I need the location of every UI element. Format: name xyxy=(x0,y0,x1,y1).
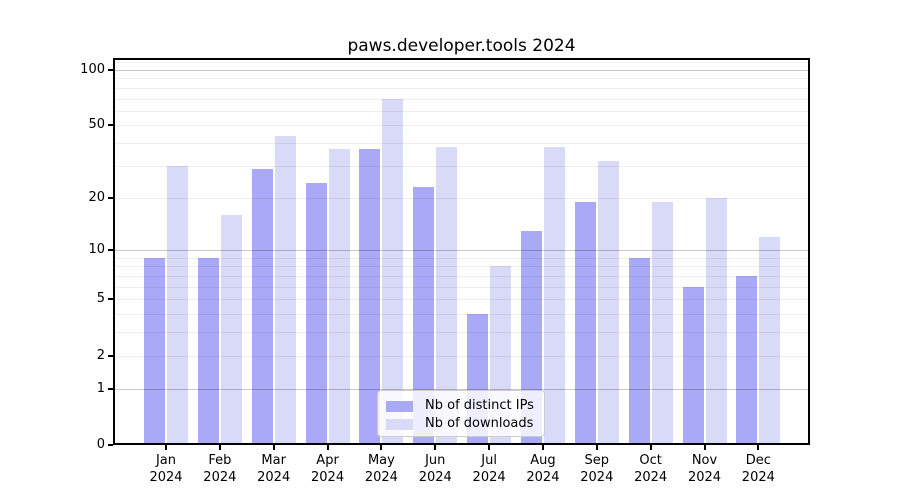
gridline-minor xyxy=(113,165,810,167)
x-tickmark xyxy=(649,445,652,450)
bar-distinct-ips-dec-2024 xyxy=(736,276,758,445)
y-tick-label: 0 xyxy=(96,437,105,452)
y-tick-label: 20 xyxy=(88,189,105,205)
bar-distinct-ips-nov-2024 xyxy=(682,286,704,445)
y-tickmark xyxy=(108,249,113,252)
bar-downloads-dec-2024 xyxy=(759,236,781,445)
legend-label: Nb of downloads xyxy=(425,416,534,431)
gridline-minor xyxy=(113,98,810,100)
gridline-minor xyxy=(113,110,810,112)
bar-distinct-ips-oct-2024 xyxy=(628,257,650,445)
x-tickmark xyxy=(541,445,544,450)
bar-distinct-ips-sep-2024 xyxy=(574,201,596,445)
bar-downloads-nov-2024 xyxy=(705,197,727,445)
x-tick-label: Mar 2024 xyxy=(257,453,291,485)
y-tickmark xyxy=(108,444,113,446)
gridline-minor xyxy=(113,257,810,259)
gridline-minor xyxy=(113,286,810,288)
legend-item: Nb of downloads xyxy=(386,415,536,433)
x-tickmark xyxy=(434,445,437,450)
x-tick-label: Nov 2024 xyxy=(687,453,722,485)
y-tickmark xyxy=(108,124,113,127)
gridline-minor xyxy=(113,314,810,316)
gridline-minor xyxy=(113,197,810,199)
x-tick-label: Feb 2024 xyxy=(203,453,237,485)
spine-bottom xyxy=(113,443,810,445)
gridline-major xyxy=(113,388,810,390)
bar-downloads-feb-2024 xyxy=(220,214,242,445)
spine-left xyxy=(113,58,115,445)
legend-swatch-distinct-ips xyxy=(386,400,413,412)
x-tickmark xyxy=(703,445,706,450)
y-tickmark xyxy=(108,68,113,71)
bar-downloads-apr-2024 xyxy=(328,149,350,445)
bar-downloads-oct-2024 xyxy=(651,201,673,445)
chart-title: paws.developer.tools 2024 xyxy=(347,36,576,56)
gridline-minor xyxy=(113,266,810,268)
x-tick-label: Jan 2024 xyxy=(149,453,183,485)
x-tick-label: Oct 2024 xyxy=(634,453,668,485)
legend-item: Nb of distinct IPs xyxy=(386,397,536,415)
legend-label: Nb of distinct IPs xyxy=(425,398,534,413)
spine-right xyxy=(808,58,810,445)
x-tick-label: Apr 2024 xyxy=(311,453,345,485)
gridline-minor xyxy=(113,355,810,357)
x-tickmark xyxy=(326,445,329,450)
gridline-minor xyxy=(113,332,810,334)
y-tickmark xyxy=(108,354,113,357)
gridline-minor xyxy=(113,143,810,145)
y-tick-label: 100 xyxy=(80,61,105,77)
x-tick-label: Aug 2024 xyxy=(526,453,560,485)
x-tickmark xyxy=(380,445,383,450)
x-tick-label: May 2024 xyxy=(364,453,398,485)
bar-distinct-ips-may-2024 xyxy=(359,149,381,445)
gridline-minor xyxy=(113,62,810,64)
gridline-minor xyxy=(113,276,810,277)
bar-downloads-mar-2024 xyxy=(274,135,296,445)
x-tickmark xyxy=(165,445,167,450)
bar-distinct-ips-apr-2024 xyxy=(305,183,327,445)
bar-downloads-jun-2024 xyxy=(436,147,458,445)
bar-distinct-ips-jan-2024 xyxy=(144,257,165,445)
x-tickmark xyxy=(757,445,760,450)
bar-distinct-ips-feb-2024 xyxy=(197,257,219,445)
x-tick-label: Sep 2024 xyxy=(580,453,614,485)
y-tickmark xyxy=(108,387,113,390)
gridline-major xyxy=(113,250,810,252)
x-tick-label: Jul 2024 xyxy=(472,453,506,485)
y-tick-label: 50 xyxy=(88,117,105,133)
x-tickmark xyxy=(272,445,275,450)
y-tick-label: 1 xyxy=(96,380,105,396)
gridline-minor xyxy=(113,87,810,89)
x-tickmark xyxy=(488,445,491,450)
x-tick-label: Jun 2024 xyxy=(418,453,452,485)
x-tickmark xyxy=(218,445,221,450)
y-tick-label: 2 xyxy=(96,347,105,363)
y-tick-label: 5 xyxy=(96,291,105,307)
gridline-minor xyxy=(113,299,810,301)
x-tick-label: Dec 2024 xyxy=(741,453,775,485)
spine-top xyxy=(113,58,810,60)
y-tickmark xyxy=(108,196,113,199)
bar-distinct-ips-mar-2024 xyxy=(251,168,273,445)
bar-downloads-sep-2024 xyxy=(597,160,619,445)
bar-distinct-ips-jun-2024 xyxy=(413,186,435,445)
legend-swatch-downloads xyxy=(386,418,413,430)
x-tickmark xyxy=(595,445,598,450)
gridline-major xyxy=(113,69,810,71)
bar-downloads-aug-2024 xyxy=(543,147,565,445)
bar-downloads-may-2024 xyxy=(382,98,404,445)
y-tick-label: 10 xyxy=(88,242,105,258)
bar-downloads-jan-2024 xyxy=(167,165,188,445)
y-tickmark xyxy=(108,298,113,301)
legend: Nb of distinct IPs Nb of downloads xyxy=(377,390,545,437)
gridline-minor xyxy=(113,78,810,80)
gridline-minor xyxy=(113,125,810,127)
